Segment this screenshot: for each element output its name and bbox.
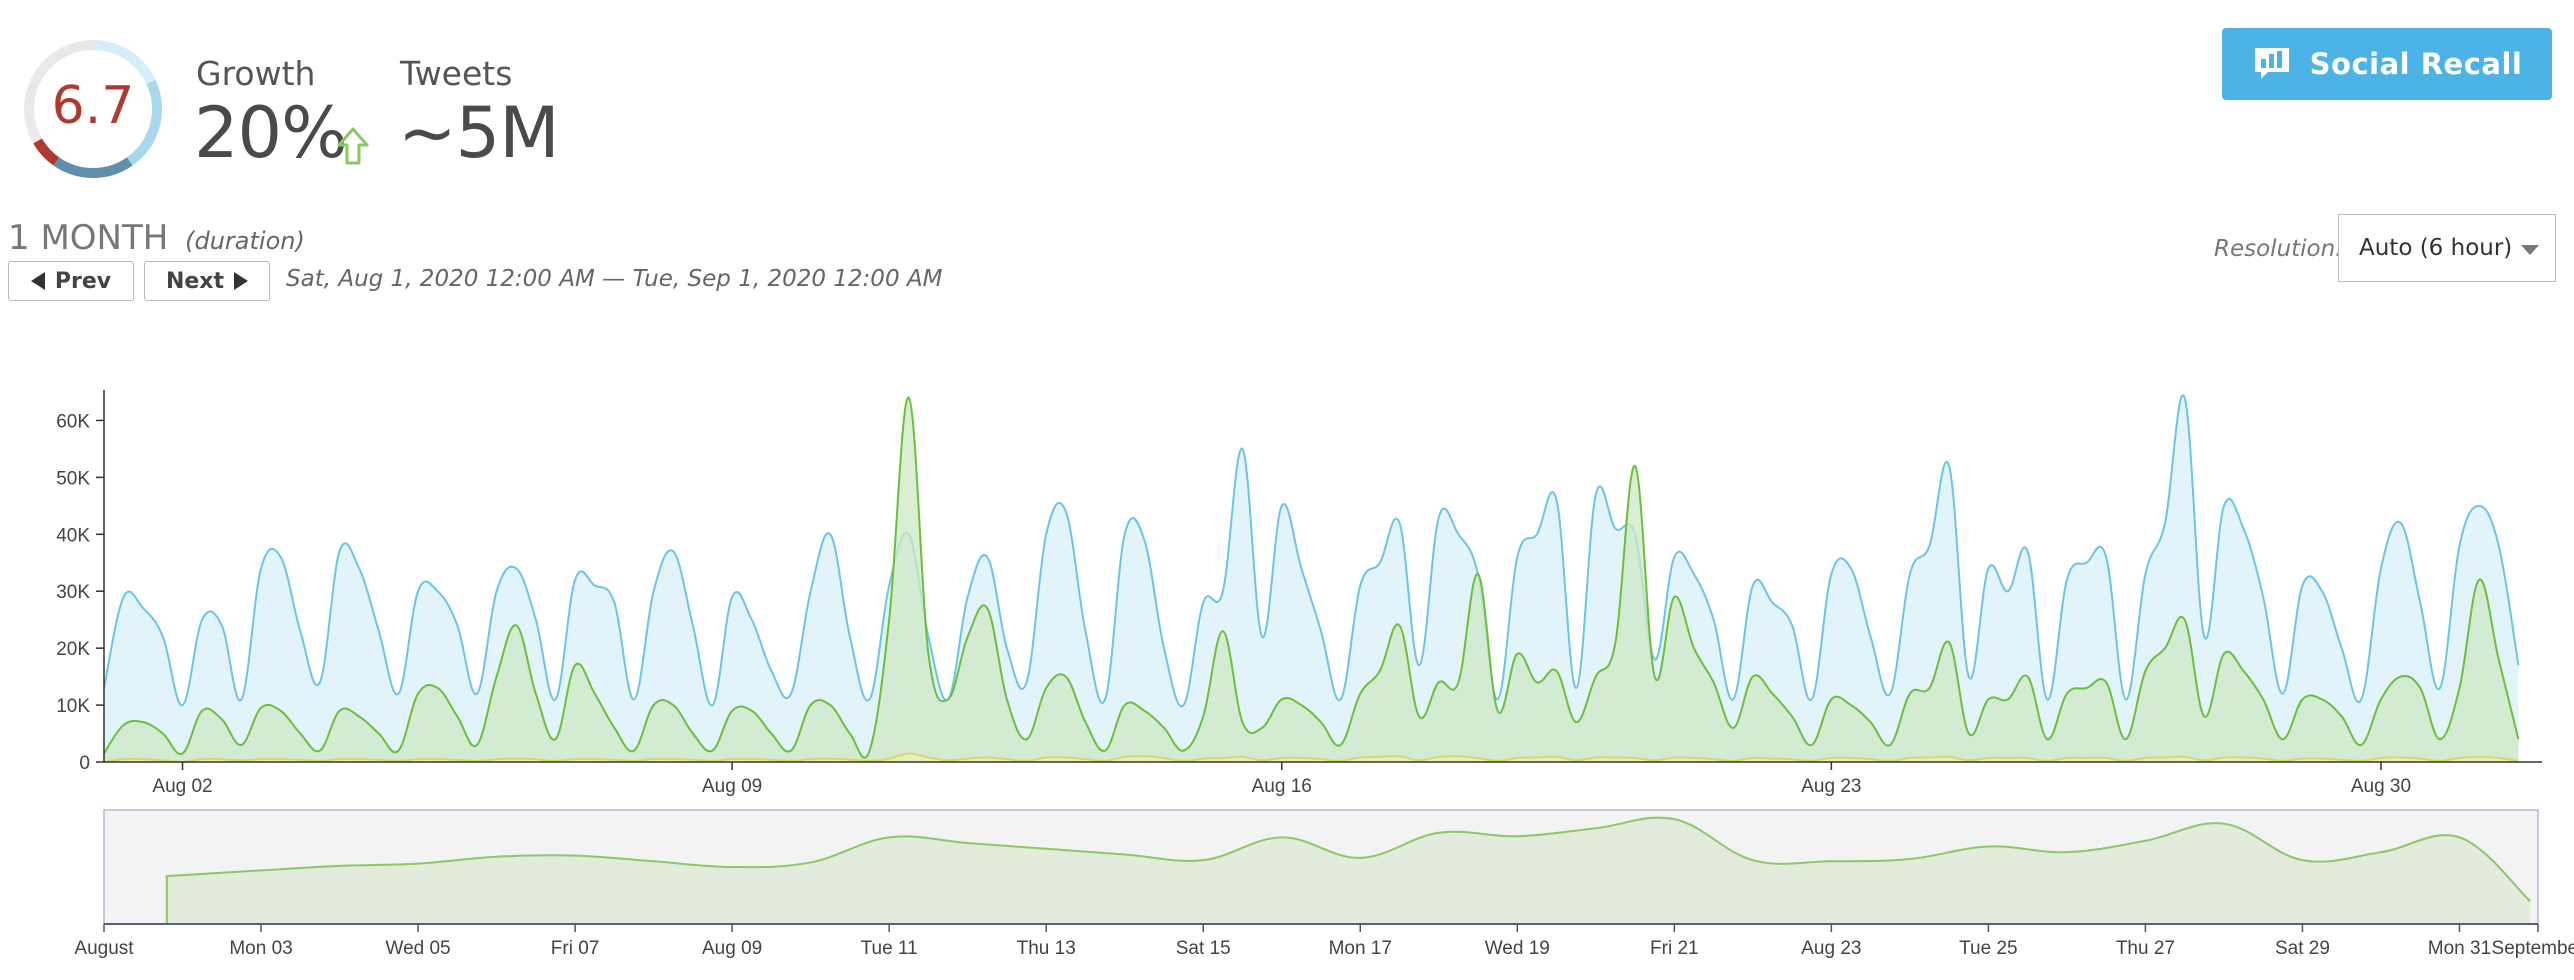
next-label: Next: [165, 268, 225, 294]
navigator-tick-label: Wed 19: [1485, 938, 1550, 959]
chevron-down-icon: [2521, 245, 2539, 255]
x-tick-label: Aug 09: [702, 776, 762, 797]
navigator-tick-label: Mon 03: [229, 938, 292, 959]
growth-value: 20%: [194, 92, 348, 174]
arrow-up-icon: [337, 127, 369, 165]
navigator-tick-label: Fri 07: [551, 938, 600, 959]
y-tick-label: 0: [79, 753, 90, 774]
series-0-line: [103, 394, 2520, 708]
navigator-tick-label: Mon 17: [1329, 938, 1392, 959]
y-tick-label: 30K: [56, 582, 90, 603]
chart-speech-icon: [2254, 48, 2289, 79]
duration-value: 1 MONTH: [8, 218, 169, 258]
navigator-line: [165, 816, 2531, 924]
social-recall-button[interactable]: Social Recall: [2222, 28, 2552, 100]
x-tick-label: Aug 30: [2351, 776, 2411, 797]
series-2-line: [103, 752, 2519, 764]
prev-button[interactable]: Prev: [8, 261, 134, 301]
x-tick-label: Aug 23: [1801, 776, 1861, 797]
caret-left-icon: [30, 272, 45, 290]
navigator-tick-label: Wed 05: [385, 938, 450, 959]
navigator-tick-label: September: [2492, 938, 2574, 959]
resolution-value: Auto (6 hour): [2359, 235, 2513, 261]
tweets-value: ~5M: [398, 92, 560, 174]
score-value: 6.7: [51, 76, 135, 136]
y-tick-label: 50K: [56, 468, 90, 489]
duration-title: 1 MONTH (duration): [8, 218, 305, 258]
score-gauge-segment-low: [33, 138, 60, 166]
y-tick-label: 40K: [56, 525, 90, 546]
navigator-tick-label: Tue 25: [1959, 938, 2017, 959]
y-tick-label: 60K: [56, 411, 90, 432]
series-1-line: [103, 396, 2520, 759]
navigator-tick-label: Thu 13: [1017, 938, 1076, 959]
navigator-tick-label: Aug 09: [702, 938, 762, 959]
series-2-area: [104, 753, 2519, 763]
resolution-select[interactable]: Auto (6 hour): [2338, 214, 2556, 282]
caret-right-icon: [234, 272, 249, 290]
score-gauge-segment-mid: [53, 157, 133, 178]
y-tick-label: 20K: [56, 639, 90, 660]
navigator-tick-label: Mon 31: [2428, 938, 2491, 959]
navigator-tick-label: Tue 11: [861, 938, 918, 959]
series-0-area: [104, 395, 2519, 762]
tweet-volume-chart: 0 10K 20K 30K 40K 50K 60K Aug 02 Aug 09 Aug 16 Aug…: [56, 390, 2542, 797]
navigator-tick-label: Thu 27: [2116, 938, 2175, 959]
x-tick-label: Aug 02: [152, 776, 212, 797]
growth-label: Growth: [196, 54, 316, 93]
date-range: Sat, Aug 1, 2020 12:00 AM — Tue, Sep 1, …: [286, 266, 943, 292]
y-tick-label: 10K: [56, 696, 90, 717]
navigator-tick-label: August: [74, 938, 134, 959]
score-gauge-segment-high: [126, 79, 162, 166]
prev-label: Prev: [54, 268, 112, 294]
navigator-area: [166, 817, 2531, 924]
series-1-area: [104, 397, 2519, 762]
timeline-navigator[interactable]: August Mon 03 Wed 05 Fri 07 Aug 09 Tue 11 Thu …: [0, 800, 2574, 980]
navigator-tick-label: Sat 29: [2275, 938, 2330, 959]
x-tick-label: Aug 16: [1252, 776, 1312, 797]
navigator-tick-label: Fri 21: [1650, 938, 1699, 959]
score-gauge-segment-top: [92, 40, 156, 85]
score-gauge: [24, 40, 162, 178]
resolution-label: Resolution:: [2214, 236, 2343, 262]
social-recall-label: Social Recall: [2309, 47, 2523, 81]
navigator-tick-label: Aug 23: [1801, 938, 1861, 959]
tweets-label: Tweets: [400, 54, 513, 93]
navigator-tick-label: Sat 15: [1176, 938, 1231, 959]
next-button[interactable]: Next: [144, 261, 270, 301]
duration-note: (duration): [185, 227, 305, 255]
